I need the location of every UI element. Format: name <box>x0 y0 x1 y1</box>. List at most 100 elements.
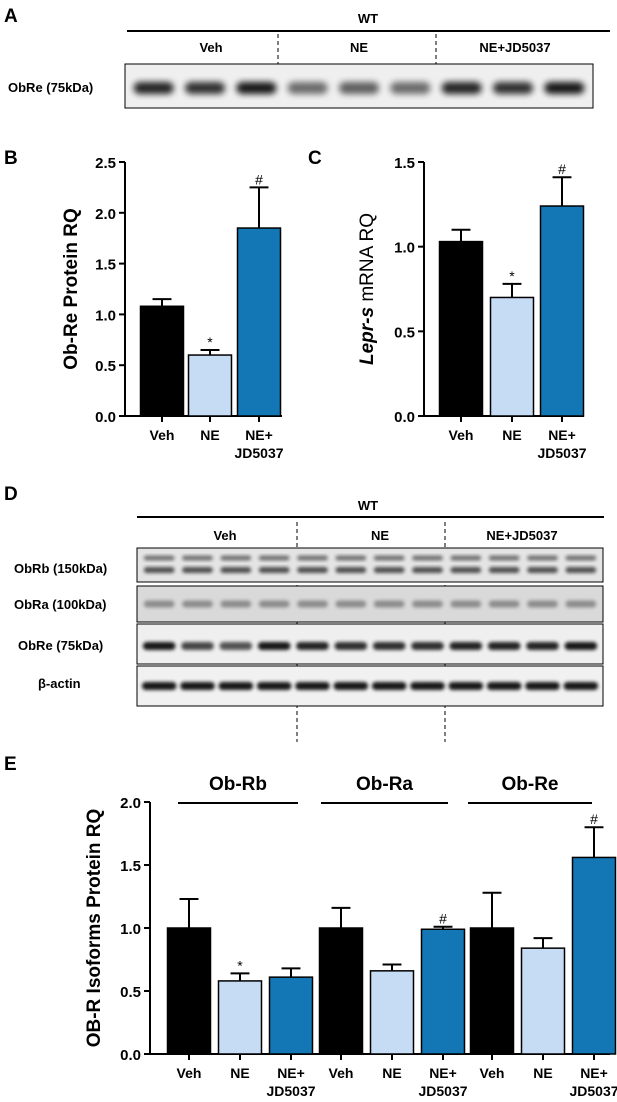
x-tick-label: JD5037 <box>537 445 586 461</box>
bar <box>539 205 585 417</box>
group-label-veh-d: Veh <box>213 528 236 543</box>
blot-band <box>333 682 369 690</box>
blot-band <box>258 555 290 561</box>
panel-letter-d: D <box>4 484 18 505</box>
blot-band <box>338 82 380 94</box>
blot-band <box>256 682 292 690</box>
panel-e: E 0.0 0.5 1.0 1.5 2.0 Ob-Rb Veh * NE NE+ JD5037 Ob-… <box>4 754 617 1099</box>
bar <box>236 227 282 417</box>
blot-band <box>297 567 328 573</box>
blot-row-label-obra: ObRa (100kDa) <box>14 597 106 612</box>
bar <box>369 970 415 1055</box>
panel-letter-b: B <box>4 148 18 169</box>
y-tick-label: 0.0 <box>120 1047 141 1064</box>
group-title: Ob-Re <box>502 774 559 795</box>
blot-band <box>450 600 482 608</box>
bar <box>318 927 364 1055</box>
bar <box>217 980 263 1055</box>
blot-band <box>487 642 521 650</box>
blot-row-label-actin: β-actin <box>38 676 81 691</box>
blot-frame-d <box>136 585 604 623</box>
y-tick-label: 0.5 <box>120 984 141 1001</box>
blot-band <box>295 682 330 690</box>
blot-band <box>182 567 213 573</box>
x-tick-label: Veh <box>150 427 175 443</box>
blot-row-label: ObRe (75kDa) <box>8 80 93 95</box>
y-tick-label: 1.5 <box>394 155 415 172</box>
y-tick-label: 1.0 <box>95 307 116 324</box>
significance-label: * <box>509 268 515 284</box>
blot-band <box>565 567 597 573</box>
blot-band <box>220 567 252 573</box>
blot-row-label-obre: ObRe (75kDa) <box>18 638 103 653</box>
x-tick-label: Veh <box>177 1065 202 1081</box>
significance-label: * <box>207 334 213 350</box>
bar <box>139 305 185 417</box>
significance-label: # <box>255 171 263 187</box>
blot-band <box>488 555 520 561</box>
blot-panel-d <box>136 547 604 707</box>
blot-band <box>373 555 405 561</box>
x-tick-label: Veh <box>329 1065 354 1081</box>
blot-band <box>143 555 175 561</box>
bar <box>268 976 314 1055</box>
blot-band <box>412 600 443 608</box>
x-tick-label: JD5037 <box>418 1083 467 1099</box>
blot-band <box>371 682 407 690</box>
y-tick-label: 0.0 <box>95 409 116 426</box>
y-axis-title-italic: Lepr-s <box>357 307 378 365</box>
blot-band <box>565 555 597 561</box>
blot-band <box>182 600 213 608</box>
significance-label: * <box>237 957 243 973</box>
y-tick-label: 2.5 <box>95 155 116 172</box>
genotype-label-a: WT <box>358 11 378 26</box>
blot-band <box>488 600 520 608</box>
group-label-veh-a: Veh <box>199 40 222 55</box>
blot-band <box>527 567 558 573</box>
bar <box>571 856 617 1055</box>
blot-band <box>181 642 214 650</box>
significance-label: # <box>558 161 566 177</box>
blot-band <box>236 82 277 94</box>
blot-band <box>410 682 445 690</box>
panel-d: D WT Veh NE NE+JD5037 ObRb (150kDa) ObRa… <box>4 484 604 742</box>
blot-band <box>182 555 213 561</box>
y-tick-label: 2.0 <box>120 795 141 812</box>
x-tick-label: NE <box>230 1065 249 1081</box>
blot-band <box>335 600 367 608</box>
blot-band <box>390 82 431 94</box>
chart-b: 0.0 0.5 1.0 1.5 2.0 2.5 Veh * NE # NE+ JD5037 Ob-Re … <box>61 155 284 461</box>
blot-band <box>373 567 405 573</box>
blot-band <box>220 555 252 561</box>
group-title: Ob-Ra <box>356 774 413 795</box>
significance-label: # <box>590 811 598 827</box>
blot-band <box>335 567 367 573</box>
group-label-ne-a: NE <box>350 40 368 55</box>
blot-band <box>335 555 367 561</box>
blot-band <box>218 682 254 690</box>
x-tick-label: NE <box>200 427 219 443</box>
bar <box>520 947 566 1055</box>
blot-band <box>448 682 484 690</box>
blot-band <box>563 682 599 690</box>
x-tick-label: NE+ <box>245 427 273 443</box>
x-tick-label: NE+ <box>580 1065 608 1081</box>
bar <box>187 354 233 417</box>
blot-band <box>564 642 598 650</box>
blot-frame-d <box>136 547 604 583</box>
bar <box>420 928 466 1055</box>
chart-c: 0.0 0.5 1.0 1.5 Veh * NE # NE+ JD5037 Lepr-s mRNA … <box>357 155 587 461</box>
blot-row-label-obrb: ObRb (150kDa) <box>14 561 107 576</box>
blot-band <box>219 642 253 650</box>
blot-band <box>450 567 482 573</box>
x-tick-label: NE <box>382 1065 401 1081</box>
blot-band <box>296 642 329 650</box>
panel-letter-a: A <box>4 6 18 27</box>
blot-band <box>334 642 368 650</box>
group-label-ne-d: NE <box>371 528 389 543</box>
bar <box>489 296 535 417</box>
y-tick-label: 0.5 <box>95 358 116 375</box>
y-axis-title-rest: mRNA RQ <box>357 213 378 307</box>
x-tick-label: NE+ <box>548 427 576 443</box>
